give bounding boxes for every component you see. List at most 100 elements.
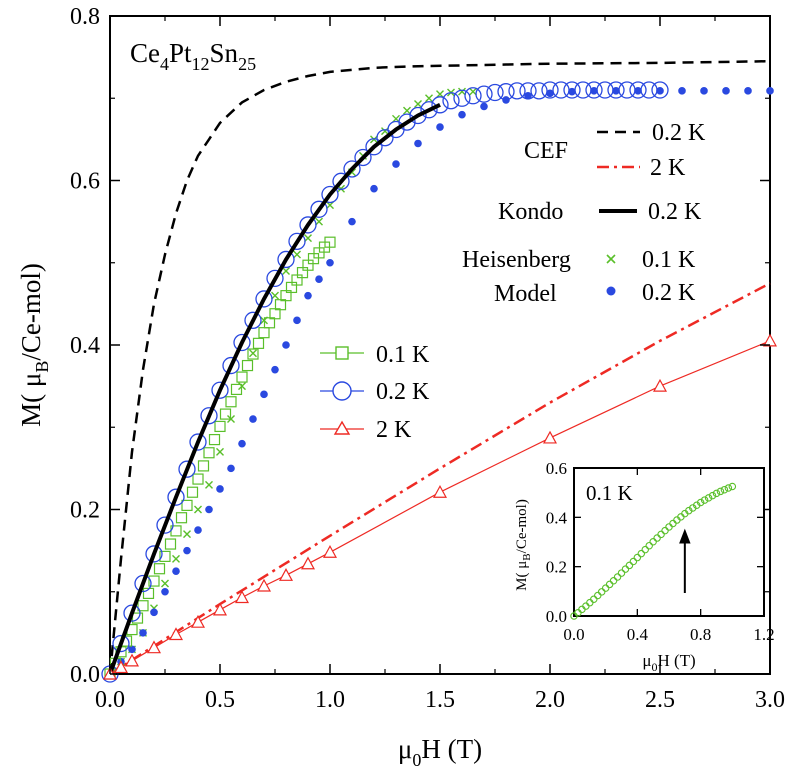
marker-layer: [101, 81, 778, 683]
y-tick-label: 0.0: [70, 662, 100, 688]
inset-y-tick-label: 0.4: [546, 508, 568, 527]
data-0.2k-point: [145, 545, 163, 563]
heisenberg-0.1k-point: [381, 127, 389, 136]
heisenberg-0.2k-point: [480, 102, 488, 111]
data-0.2k-point: [508, 82, 526, 100]
data-0.2k-point: [552, 81, 570, 99]
legend-heisenberg-0.2k-marker: [606, 286, 616, 296]
heisenberg-0.2k-point: [436, 123, 444, 131]
data-2k-point: [542, 430, 558, 444]
inset-marker-layer: [570, 482, 737, 620]
data-0.2k-point: [530, 82, 548, 100]
inset-0.1k-point: [633, 553, 642, 562]
heisenberg-0.2k-point: [634, 87, 642, 95]
heisenberg-0.2k-point: [293, 316, 301, 325]
data-0.2k-point: [178, 460, 196, 478]
x-axis-title: μ0H (T): [398, 734, 482, 770]
data-2k-point: [278, 568, 294, 581]
data-0.2k-point: [244, 311, 262, 329]
data-0.2k-point: [431, 96, 449, 114]
heisenberg-0.2k-point: [678, 87, 686, 95]
heisenberg-0.2k-point: [227, 464, 235, 473]
inset-0.1k-point: [605, 580, 614, 589]
heisenberg-0.1k-point: [414, 100, 422, 109]
inset-arrow: [679, 528, 691, 593]
data-0.2k-point: [167, 488, 185, 506]
inset-0.1k-point: [597, 588, 606, 596]
data-0.1k-point: [137, 600, 149, 612]
inset-0.1k-point: [728, 482, 737, 491]
heisenberg-0.2k-point: [722, 87, 730, 95]
legend-cef-0.2k-text: 0.2 K: [652, 120, 706, 146]
heisenberg-0.1k-point: [392, 114, 400, 123]
data-0.1k-point: [208, 433, 221, 446]
data-0.2k-point: [453, 89, 471, 107]
heisenberg-0.2k-point: [612, 87, 620, 95]
heisenberg-0.1k-point: [403, 106, 411, 115]
data-2k-point: [168, 627, 184, 641]
data-0.2k-point: [310, 200, 328, 218]
heisenberg-0.2k-point: [370, 184, 378, 193]
data-0.1k-point: [192, 473, 204, 485]
inset-temperature-label: 0.1 K: [586, 481, 633, 505]
inset-0.1k-point: [593, 591, 602, 600]
data-0.2k-point: [541, 81, 559, 99]
legend-heisenberg-0.1k-marker: [606, 254, 616, 264]
inset-0.1k-point: [621, 565, 630, 573]
data-0.1k-point: [203, 447, 215, 459]
data-0.2k-point: [211, 381, 229, 399]
data-0.1k-point: [181, 499, 193, 511]
heisenberg-0.2k-point: [216, 485, 224, 493]
heisenberg-0.2k-point: [150, 608, 158, 617]
inset-0.1k-point: [708, 491, 717, 500]
inset-0.1k-point: [649, 538, 657, 546]
kondo-0.2k-curve: [108, 103, 441, 675]
inset-0.1k-point: [704, 494, 713, 502]
data-0.2k-point: [277, 250, 295, 269]
inset-0.1k-point: [609, 576, 618, 585]
y-tick-label: 0.2: [70, 498, 100, 524]
inset-y-tick-label: 0.6: [546, 459, 567, 478]
heisenberg-0.1k-point: [315, 217, 323, 226]
data-2k-point: [212, 602, 228, 616]
data-0.1k-point: [324, 236, 336, 248]
heisenberg-0.1k-point: [293, 250, 301, 259]
inset-0.1k-point: [700, 496, 709, 504]
heisenberg-0.1k-point: [326, 201, 334, 210]
legend-cef-label: CEF: [524, 138, 568, 164]
inset-y-axis-title: M( μB/Ce-mol): [514, 499, 533, 591]
inset-0.1k-point: [617, 569, 626, 577]
data-0.1k-point: [258, 327, 270, 339]
heisenberg-0.2k-point: [524, 91, 532, 100]
heisenberg-0.2k-point: [238, 439, 246, 448]
data-0.2k-point: [585, 81, 603, 99]
heisenberg-0.2k-point: [260, 390, 268, 399]
heisenberg-0.2k-point: [546, 89, 554, 98]
inset-0.1k-point: [661, 526, 669, 535]
data-2k-point: [190, 614, 206, 628]
data-0.2k-point: [640, 81, 658, 99]
legend-kondo-label: Kondo: [498, 199, 563, 225]
data-0.2k-point: [442, 92, 460, 110]
data-0.2k-point: [156, 516, 174, 534]
legend-heisenberg-0.2k-text: 0.2 K: [642, 280, 696, 306]
legend-cef-2k-text: 2 K: [650, 155, 686, 181]
data-2k-point: [146, 640, 162, 654]
heisenberg-0.2k-point: [271, 365, 279, 374]
data-0.1k-point: [153, 563, 166, 575]
data-0.1k-point: [131, 612, 144, 624]
heisenberg-0.2k-point: [766, 87, 774, 95]
data-2k-line: [109, 340, 771, 675]
data-0.2k-point: [376, 129, 394, 147]
inset-0.1k-point: [696, 498, 705, 507]
inset: 0.0 0.4 0.8 1.2 0.0 0.2 0.4 0.6 0.1 K μ0H (T) M…: [514, 459, 775, 674]
legend-heisenberg-label: Heisenberg: [462, 247, 571, 273]
data-0.2k-point: [607, 81, 625, 99]
heisenberg-0.1k-point: [271, 291, 279, 300]
data-0.1k-point: [241, 359, 254, 372]
heisenberg-0.1k-point: [205, 480, 213, 489]
x-tick-label: 1.5: [425, 687, 455, 713]
heisenberg-0.1k-point: [183, 530, 191, 539]
heisenberg-0.2k-point: [194, 526, 202, 534]
inset-0.1k-point: [637, 549, 646, 558]
